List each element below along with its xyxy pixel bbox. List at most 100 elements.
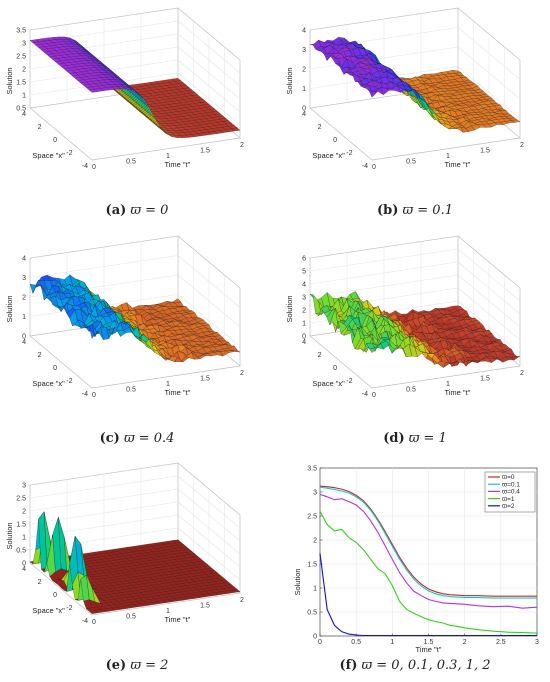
t-tick-label: 1 [166,608,170,615]
y-tick-label: 1.5 [307,562,317,569]
z-tick-label: 3 [302,47,306,54]
caption-c: (c) ϖ = 0.4 [2,431,272,446]
caption-label-b: (b) [377,203,399,218]
x-tick-label: 4 [302,111,306,118]
surface-panel-e: 0 0.5 1 1.5 2 2.5 3 4 2 0 -2 -4 0 0.5 1 1.5 2 Solution Spa… [0,455,270,653]
z-tick-label: 3.5 [16,28,26,35]
x-axis-label: Space "x" [32,606,65,615]
x-tick-label: -2 [66,378,72,385]
t-tick-label: 1.5 [480,148,490,155]
legend-label: ϖ=0.4 [502,489,520,496]
series-line-1 [319,486,537,599]
x-tick-label: -2 [346,378,352,385]
z-tick-label: 1 [302,86,306,93]
x-tick-label: -2 [66,605,72,612]
x-tick-label: 0 [53,137,57,144]
z-tick-label: 2 [302,67,306,74]
x-tick-label: 0 [333,365,337,372]
back-wall-right [177,235,241,366]
z-tick-label: 1 [22,314,26,321]
y-tick-label: 1 [313,586,317,593]
caption-label-a: (a) [105,203,127,218]
z-tick-label: 1 [22,535,26,542]
z-axis-label: Solution [285,295,294,322]
caption-e: (e) ϖ = 2 [2,658,272,673]
z-tick-label: 2.5 [16,54,26,61]
t-tick-label: 1.5 [200,603,210,610]
surface-panel-d: 0 1 2 3 4 5 6 4 2 0 -2 -4 0 0.5 1 1.5 2 Solution Space "x"… [280,228,550,426]
z-tick-label: 5 [302,269,306,276]
axes-box [29,7,241,161]
x-tick-label: 0 [53,592,57,599]
x-tick-label: 4 [22,111,26,118]
x-tick-label: 2 [38,579,42,586]
z-grid-line [29,255,241,308]
x-tick-label: 2 [38,352,42,359]
t-tick-label: 2 [520,370,524,377]
caption-math-e: ϖ = 2 [130,658,169,673]
z-tick-label: 2 [302,308,306,315]
caption-math-d: ϖ = 1 [408,431,447,446]
t-tick-label: 1 [446,153,450,160]
x-tick-label: -4 [82,163,88,170]
line-panel-f: 0 0.5 1 1.5 2 2.5 3 0 0.5 1 1.5 2 2.5 3 3.5 Time "t" Sol… [290,458,545,655]
surface-panel-b: 0 1 2 3 4 4 2 0 -2 -4 0 0.5 1 1.5 2 Solution Space "x" Ti… [280,0,550,198]
x-tick-label: 1.5 [424,639,434,646]
t-tick-label: 0.5 [126,387,136,394]
t-axis-label: Time "t" [444,160,470,169]
t-tick-label: 0.5 [406,387,416,394]
z-tick-label: 6 [302,256,306,263]
x-axis-label: Space "x" [32,379,65,388]
x-tick-label: 0 [318,639,322,646]
y-tick-label: 2.5 [307,514,317,521]
x-tick-label: 0 [333,137,337,144]
y-tick-label: 2 [313,538,317,545]
t-tick-label: 1 [446,381,450,388]
z-tick-label: 3 [22,41,26,48]
x-tick-label: 4 [302,339,306,346]
z-tick-label: 0 [22,334,26,341]
x-tick-label: -2 [66,150,72,157]
z-grid-line [309,274,521,328]
t-tick-label: 1 [166,153,170,160]
caption-label-e: (e) [105,658,127,673]
y-tick-label: 3.5 [307,466,317,473]
caption-math-f: ϖ = 0, 0.1, 0.3, 1, 2 [361,658,491,673]
surface-mesh [309,37,521,133]
x-tick-label: 2 [38,124,42,131]
legend-label: ϖ=0 [502,474,515,481]
z-tick-label: 0 [302,106,306,113]
z-tick-label: 2 [22,67,26,74]
z-axis-label: Solution [5,67,14,94]
surface-plot-c: 0 1 2 3 4 4 2 0 -2 -4 0 0.5 1 1.5 2 Solution Space "x" Ti… [5,235,244,399]
t-tick-label: 0.5 [126,614,136,621]
z-grid-line [309,248,521,302]
surface-plot-b: 0 1 2 3 4 4 2 0 -2 -4 0 0.5 1 1.5 2 Solution Space "x" Ti… [285,7,524,171]
caption-label-f: (f) [339,658,358,673]
series-line-4 [319,553,537,637]
surface-panel-c: 0 1 2 3 4 4 2 0 -2 -4 0 0.5 1 1.5 2 Solution Space "x" Ti… [0,228,270,426]
z-grid-line [29,72,241,126]
series-line-3 [319,510,538,634]
surface-mesh [29,36,241,138]
z-tick-label: 1 [302,321,306,328]
caption-b: (b) ϖ = 0.1 [280,203,550,218]
x-tick-label: 4 [22,339,26,346]
surface-panel-a: 0.5 1 1.5 2 2.5 3 3.5 4 2 0 -2 -4 0 0.5 1 1.5 2 Solution S… [0,0,270,198]
surface-plot-e: 0 0.5 1 1.5 2 2.5 3 4 2 0 -2 -4 0 0.5 1 1.5 2 Solution Spa… [5,462,244,626]
caption-math-b: ϖ = 0.1 [402,203,453,218]
caption-d: (d) ϖ = 1 [280,431,550,446]
t-tick-label: 0 [372,392,376,399]
z-grid-line [29,501,241,555]
z-axis-label: Solution [5,295,14,322]
z-tick-label: 1 [22,93,26,100]
t-tick-label: 0 [92,392,96,399]
x-tick-label: -4 [362,163,368,170]
t-axis-label: Time "t" [164,388,190,397]
caption-label-d: (d) [383,431,405,446]
caption-label-c: (c) [99,431,120,446]
z-grid-line [29,514,241,568]
z-tick-label: 0.5 [16,106,26,113]
z-tick-label: 1.5 [16,80,26,87]
x-tick-label: 3 [535,639,539,646]
